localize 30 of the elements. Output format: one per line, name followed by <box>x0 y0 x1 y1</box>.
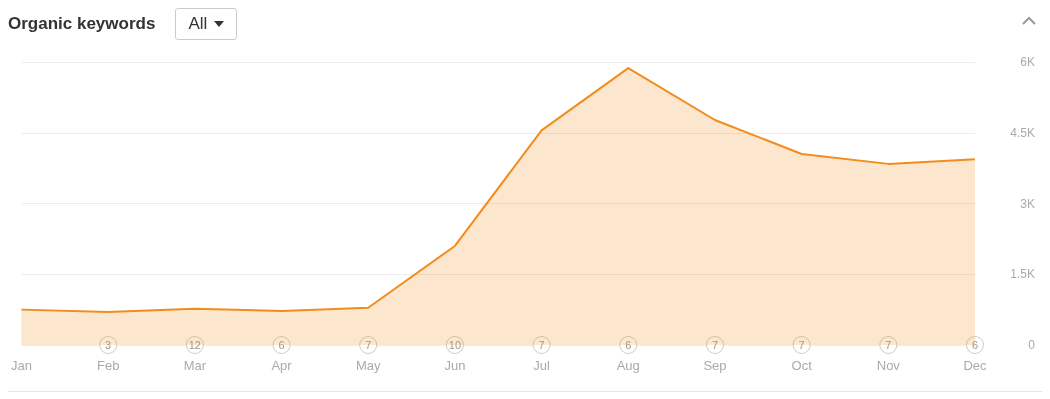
y-tick-label: 1.5K <box>1010 267 1035 282</box>
y-tick-label: 0 <box>1028 338 1036 352</box>
annotation: 3 <box>105 339 112 351</box>
annotation: 12 <box>188 339 201 351</box>
annotation: 7 <box>711 339 719 351</box>
text: All <box>175 8 238 40</box>
annotation: 7 <box>365 339 372 351</box>
x-tick-label: Oct <box>791 358 813 373</box>
x-tick-label: Jun <box>444 358 466 373</box>
chart-title: Organic keywords <box>8 14 156 34</box>
annotation: 10 <box>448 339 462 351</box>
y-tick-label: 4.5K <box>1010 125 1035 140</box>
annotation: 6 <box>971 339 979 351</box>
x-tick-label: May <box>355 358 381 373</box>
annotation: 6 <box>625 339 632 351</box>
x-tick-label: Mar <box>183 358 207 373</box>
x-tick-label: Jul <box>533 358 550 373</box>
x-tick-label: Jan <box>11 358 32 373</box>
x-tick-label: Sep <box>703 358 727 373</box>
x-tick-label: Feb <box>96 358 120 373</box>
x-tick-label: Apr <box>271 358 293 373</box>
x-tick-label: Aug <box>616 358 640 373</box>
y-tick-label: 3K <box>1020 196 1035 211</box>
x-tick-label: Dec <box>963 358 988 373</box>
annotation: 7 <box>538 339 545 351</box>
y-tick-label: 6K <box>1020 55 1035 69</box>
annotation: 7 <box>885 339 892 351</box>
annotation: 6 <box>278 339 285 351</box>
annotation: 7 <box>798 339 805 351</box>
x-tick-label: Nov <box>876 358 901 373</box>
